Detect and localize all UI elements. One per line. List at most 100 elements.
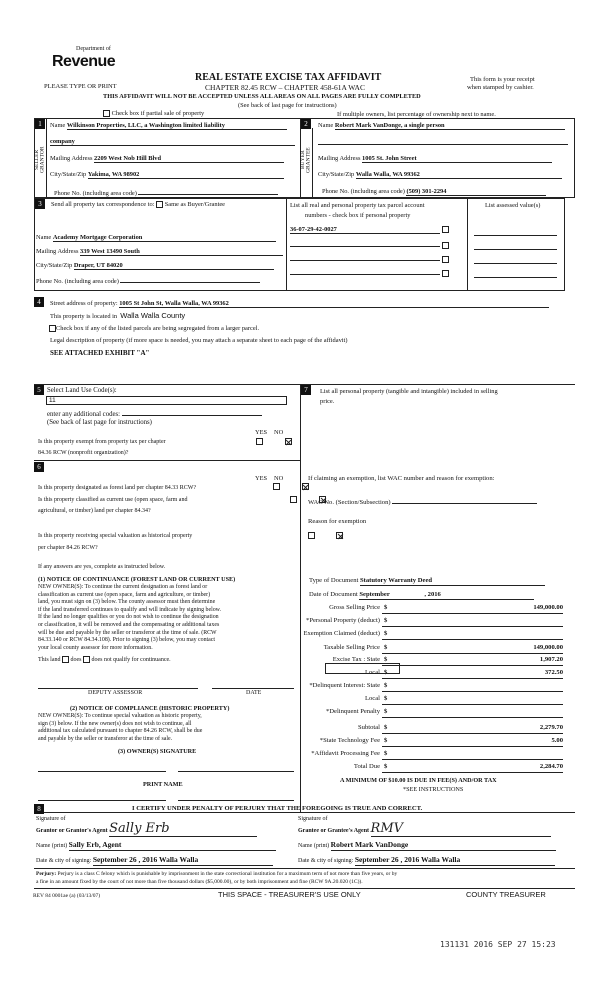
assessed-line[interactable]	[474, 263, 557, 264]
corr-phone-field[interactable]: Phone No. (including area code)	[36, 276, 261, 285]
seller-city-field[interactable]: City/State/Zip Yakima, WA 98902	[50, 171, 284, 180]
grantee-name-field[interactable]: Name (print) Robert Mark VanDonge	[298, 840, 556, 851]
tax-row[interactable]: Total Due $2,284.70	[300, 763, 563, 773]
forest-yes-checkbox[interactable]	[273, 483, 281, 491]
see-back: (See back of last page for instructions)	[238, 102, 337, 109]
seller-mailing-field[interactable]: Mailing Address 2209 West Nob Hill Blvd	[50, 155, 285, 164]
forest-no-checkbox[interactable]	[301, 483, 309, 491]
grantor-date-field[interactable]: Date & city of signing: September 26 , 2…	[36, 855, 273, 866]
tax-row[interactable]: Taxable Selling Price $149,000.00	[300, 644, 563, 654]
section-1-marker: 1	[35, 119, 45, 129]
buyer-name-line2[interactable]	[318, 138, 568, 147]
checkbox[interactable]	[156, 201, 164, 209]
tax-row[interactable]: *State Technology Fee $5.00	[300, 737, 563, 747]
corr-city-field[interactable]: City/State/Zip Draper, UT 84020	[36, 262, 274, 271]
parcel-row[interactable]	[290, 254, 449, 264]
corr-name-field[interactable]: Name Academy Mortgage Corporation	[36, 234, 276, 243]
doc-date-field[interactable]: Date of Document September, 2016	[309, 591, 535, 600]
tax-row[interactable]: *Delinquent Penalty $	[300, 708, 563, 718]
label: Date of Document	[309, 591, 358, 598]
tax-row[interactable]: Excise Tax : State $1,907.20	[300, 656, 563, 666]
owner-signature-line[interactable]	[178, 771, 294, 772]
checkbox[interactable]	[103, 110, 110, 118]
current-yes-checkbox[interactable]	[290, 496, 298, 504]
tax-row[interactable]: Local $	[300, 695, 563, 705]
current-no-checkbox[interactable]	[319, 496, 327, 504]
buyer-name-field[interactable]: Name Robert Mark VanDonge, a single pers…	[318, 122, 565, 131]
exempt-yes-checkbox[interactable]	[256, 438, 263, 446]
grantee-date-field[interactable]: Date & city of signing: September 26 , 2…	[298, 855, 555, 866]
value: Draper, UT 84020	[73, 262, 274, 271]
personal-property-checkbox[interactable]	[441, 242, 449, 250]
land-use-code-input[interactable]: 11	[46, 396, 287, 405]
segregated-check[interactable]: Check box if any of the listed parcels a…	[49, 325, 259, 333]
assessed-line[interactable]	[474, 235, 557, 236]
buyer-mailing-field[interactable]: Mailing Address 1005 St. John Street	[318, 155, 553, 164]
property-county: This property is located in Walla Walla …	[50, 311, 186, 321]
historic-no-checkbox[interactable]	[336, 532, 344, 540]
deputy-date-line[interactable]	[212, 688, 294, 689]
exemption-label: If claiming an exemption, list WAC numbe…	[308, 475, 495, 482]
month: September	[359, 591, 425, 600]
line: NEW OWNER(S): To continue the current de…	[38, 584, 208, 590]
label: Phone No. (including area code)	[54, 190, 137, 197]
deputy-signature-line[interactable]	[38, 688, 198, 689]
tax-row[interactable]: Local $372.50	[300, 669, 563, 679]
form-title: REAL ESTATE EXCISE TAX AFFIDAVIT	[195, 72, 382, 83]
label: Signature of	[36, 816, 66, 822]
print-name-line[interactable]	[178, 800, 294, 801]
continuance-qualify[interactable]: This land does does not qualify for cont…	[38, 656, 171, 664]
tax-row[interactable]: Exemption Claimed (deduct) $	[300, 630, 563, 640]
corr-mailing-field[interactable]: Mailing Address 339 West 13490 South	[36, 248, 284, 257]
tax-row[interactable]: *Delinquent Interest: State $	[300, 682, 563, 692]
grantee-signature-field[interactable]: Grantee or Grantee's Agent RMV	[298, 822, 551, 837]
parcel-row[interactable]: 36-07-29-42-0027	[290, 226, 449, 235]
print-name-line[interactable]	[38, 800, 166, 801]
assessed-line[interactable]	[474, 277, 557, 278]
wac-field[interactable]: WAC No. (Section/Subsection)	[308, 497, 538, 507]
grantor-name-field[interactable]: Name (print) Sally Erb, Agent	[36, 840, 276, 851]
local-jurisdiction-input[interactable]	[325, 663, 400, 674]
dollar-sign: $	[384, 708, 388, 715]
line: 84.33.140 or RCW 84.34.108). Prior to si…	[38, 637, 216, 644]
tax-row-label: Local	[364, 695, 380, 702]
does-checkbox[interactable]	[62, 656, 69, 663]
does-not-checkbox[interactable]	[83, 656, 90, 663]
section-7-marker: 7	[301, 385, 311, 395]
partial-sale-check[interactable]: Check box if partial sale of property	[103, 110, 204, 118]
same-as-buyer-check[interactable]: Send all property tax correspondence to:…	[51, 201, 225, 209]
value: Walla Walla County	[120, 311, 186, 320]
personal-property-checkbox[interactable]	[441, 270, 449, 278]
buyer-city-field[interactable]: City/State/Zip Walla Walla, WA 99362	[318, 171, 562, 180]
owner-signature-heading: (3) OWNER(S) SIGNATURE	[118, 748, 197, 755]
seller-name-line2[interactable]: company	[50, 138, 295, 147]
parcel-row[interactable]	[290, 268, 449, 278]
parcel-row[interactable]	[290, 240, 449, 250]
tax-row[interactable]: Gross Selling Price $149,000.00	[300, 604, 563, 614]
tax-row-value: 149,000.00	[533, 644, 563, 651]
exempt-question-2: 84.36 RCW (nonprofit organization)?	[38, 450, 129, 456]
tax-row[interactable]: *Affidavit Processing Fee $	[300, 750, 563, 760]
property-street-field[interactable]: Street address of property: 1005 St John…	[50, 300, 550, 309]
line: Perjury is a class C felony which is pun…	[57, 871, 398, 877]
checkbox[interactable]	[49, 325, 56, 333]
assessed-line[interactable]	[474, 249, 557, 250]
label: Name	[36, 234, 52, 241]
additional-codes-field[interactable]: enter any additional codes:	[47, 409, 262, 419]
seller-name-field[interactable]: Name Wilkinson Properties, LLC, a Washin…	[50, 122, 287, 131]
seller-phone-field[interactable]: Phone No. (including area code)	[54, 188, 279, 197]
label: does not qualify for continuance.	[91, 656, 171, 663]
tax-row[interactable]: *Personal Property (deduct) $	[300, 617, 563, 627]
personal-property-checkbox[interactable]	[441, 256, 449, 264]
doc-type-field[interactable]: Type of Document Statutory Warranty Deed	[309, 577, 545, 586]
owner-signature-line[interactable]	[38, 771, 166, 772]
land-use-label: Select Land Use Code(s):	[47, 387, 117, 394]
personal-property-checkbox[interactable]	[441, 226, 449, 234]
label: Mailing Address	[50, 155, 93, 162]
historic-yes-checkbox[interactable]	[307, 532, 315, 540]
buyer-phone-field[interactable]: Phone No. (including area code) (509) 30…	[322, 188, 547, 197]
grantee-signature: RMV	[370, 822, 551, 837]
tax-row[interactable]: Subtotal $2,279.70	[300, 724, 563, 734]
grantor-signature-field[interactable]: Grantor or Grantor's Agent Sally Erb	[36, 822, 258, 837]
exempt-no-checkbox[interactable]	[284, 438, 292, 446]
